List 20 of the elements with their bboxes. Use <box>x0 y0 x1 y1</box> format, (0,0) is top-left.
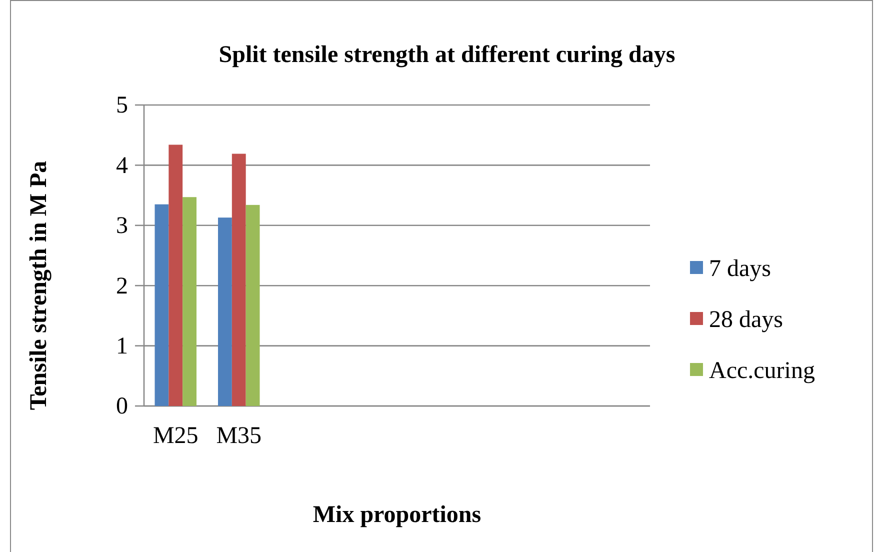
bar <box>182 197 196 406</box>
chart-title: Split tensile strength at different curing days <box>218 42 676 68</box>
bar <box>154 204 169 406</box>
bar <box>232 154 246 406</box>
legend-label: 7 days <box>709 256 771 282</box>
y-axis-title: Tensile strength in M Pa <box>26 160 52 410</box>
x-axis-title: Mix proportions <box>312 502 482 528</box>
y-tick-label: 3 <box>116 213 128 240</box>
x-tick-label: M35 <box>216 423 262 449</box>
y-tick-label: 1 <box>116 333 128 360</box>
y-tick-label: 2 <box>116 273 128 300</box>
y-tick-label: 4 <box>116 152 128 179</box>
x-tick-label: M25 <box>152 423 198 449</box>
bar <box>246 204 260 406</box>
y-tick-label: 5 <box>116 92 128 119</box>
legend-label: Acc.curing <box>709 358 815 384</box>
bar <box>218 218 232 406</box>
legend-label: 28 days <box>709 307 783 333</box>
bar <box>168 144 183 406</box>
y-tick-label: 0 <box>116 394 128 420</box>
